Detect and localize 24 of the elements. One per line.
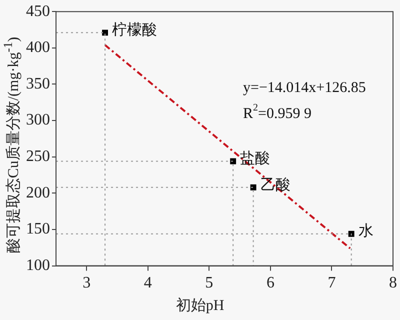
annotation: y=−14.014x+126.85: [243, 80, 366, 96]
x-axis-title: 初始pH: [174, 296, 226, 315]
y-tick-label: 100: [26, 257, 50, 274]
point: [348, 230, 354, 237]
point: [230, 158, 236, 164]
y-tick-label: 300: [26, 112, 50, 129]
annotation: 水: [358, 222, 374, 240]
y-tick-label: 450: [26, 2, 50, 20]
annotation: 乙酸: [260, 175, 290, 194]
y-tick-label: 350: [26, 75, 50, 92]
annotation: 盐酸: [240, 149, 270, 168]
y-tick-label: 200: [26, 184, 50, 202]
point: [102, 30, 108, 36]
x-tick-label: 7: [328, 274, 336, 292]
x-tick-label: 5: [205, 274, 214, 292]
point: [250, 184, 256, 190]
y-tick-label: 250: [26, 148, 50, 166]
x-tick-label: 4: [144, 274, 152, 292]
x-tick-label: 3: [82, 274, 91, 292]
x-tick-label: 8: [389, 274, 397, 292]
y-tick-label: 400: [26, 39, 50, 56]
x-tick-label: 6: [266, 274, 274, 292]
annotation: 柠檬酸: [112, 20, 158, 39]
y-tick-label: 150: [26, 220, 50, 238]
